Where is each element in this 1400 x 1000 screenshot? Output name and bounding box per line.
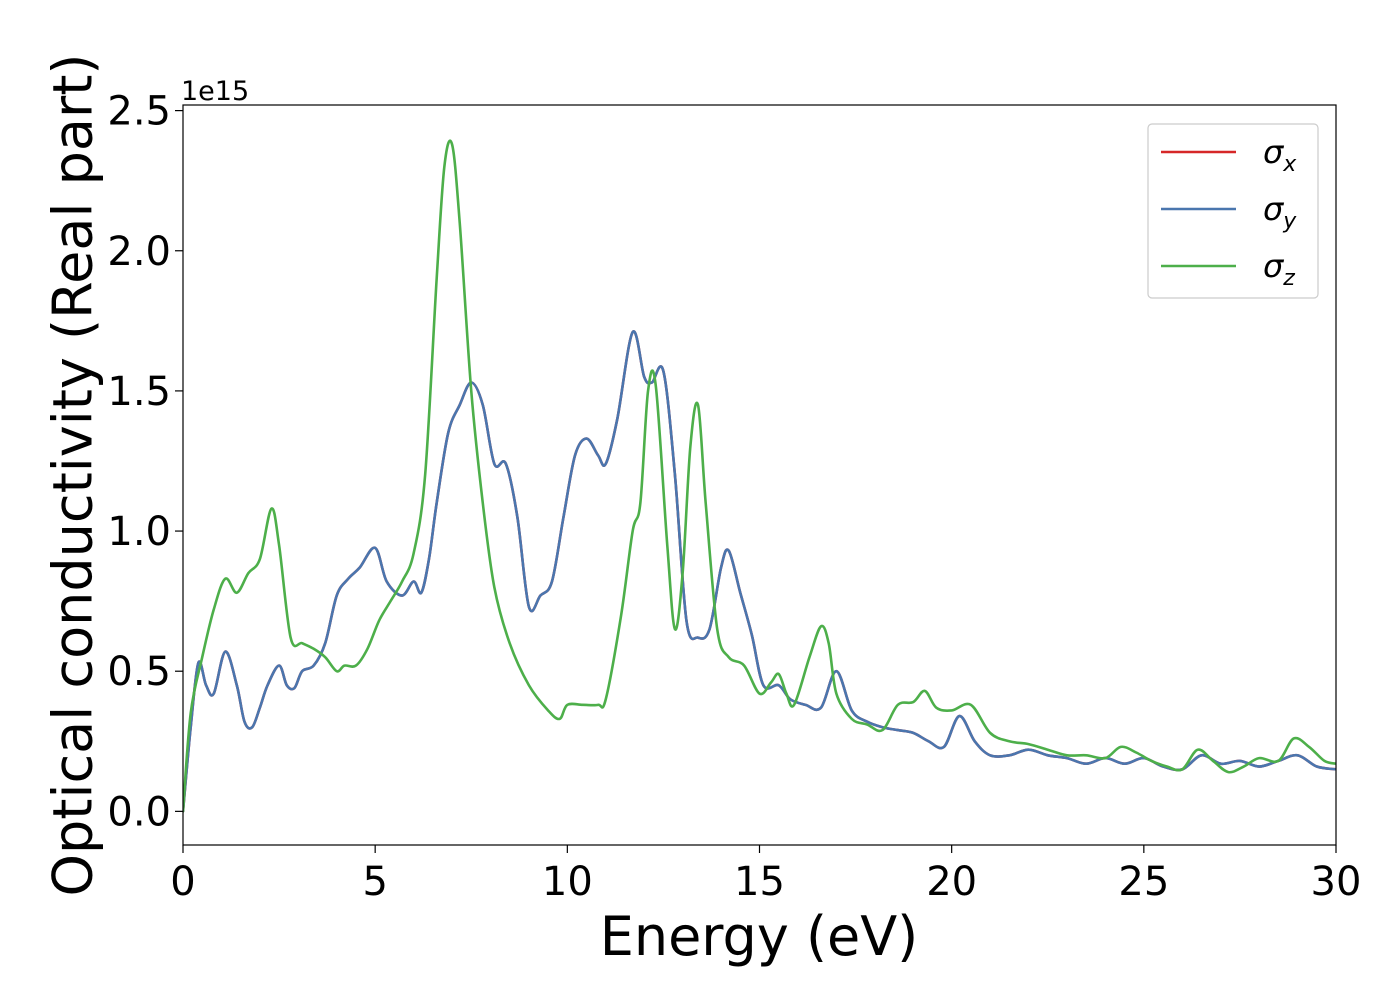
series-line-y bbox=[183, 330, 1336, 813]
y-axis-ticks: 0.0 0.5 1.0 1.5 2.0 2.5 bbox=[107, 89, 183, 835]
x-tick-label: 0 bbox=[170, 859, 195, 905]
series-layer bbox=[183, 139, 1336, 813]
series-line-z bbox=[183, 139, 1336, 813]
x-tick-label: 5 bbox=[362, 859, 387, 905]
x-tick-label: 15 bbox=[734, 859, 785, 905]
x-axis-ticks: 0 5 10 15 20 25 30 bbox=[170, 845, 1361, 905]
legend-label-z: σz bbox=[1263, 247, 1295, 291]
x-tick-label: 25 bbox=[1118, 859, 1169, 905]
y-tick-label: 1.0 bbox=[107, 509, 171, 555]
x-tick-label: 10 bbox=[542, 859, 593, 905]
x-axis-title: Energy (eV) bbox=[600, 905, 919, 968]
y-axis-title: Optical conductivity (Real part) bbox=[42, 54, 105, 897]
y-tick-label: 0.0 bbox=[107, 789, 171, 835]
x-tick-label: 20 bbox=[926, 859, 977, 905]
legend-label-x: σx bbox=[1263, 133, 1297, 177]
y-tick-label: 2.5 bbox=[107, 89, 171, 135]
legend-box bbox=[1147, 123, 1319, 299]
legend-label-y: σy bbox=[1263, 190, 1297, 234]
plot-background bbox=[183, 105, 1336, 845]
y-tick-label: 2.0 bbox=[107, 229, 171, 275]
legend: σx σy σz bbox=[1147, 123, 1319, 299]
y-offset-label: 1e15 bbox=[181, 76, 249, 107]
y-tick-label: 1.5 bbox=[107, 369, 171, 415]
y-tick-label: 0.5 bbox=[107, 649, 171, 695]
x-tick-label: 30 bbox=[1311, 859, 1362, 905]
